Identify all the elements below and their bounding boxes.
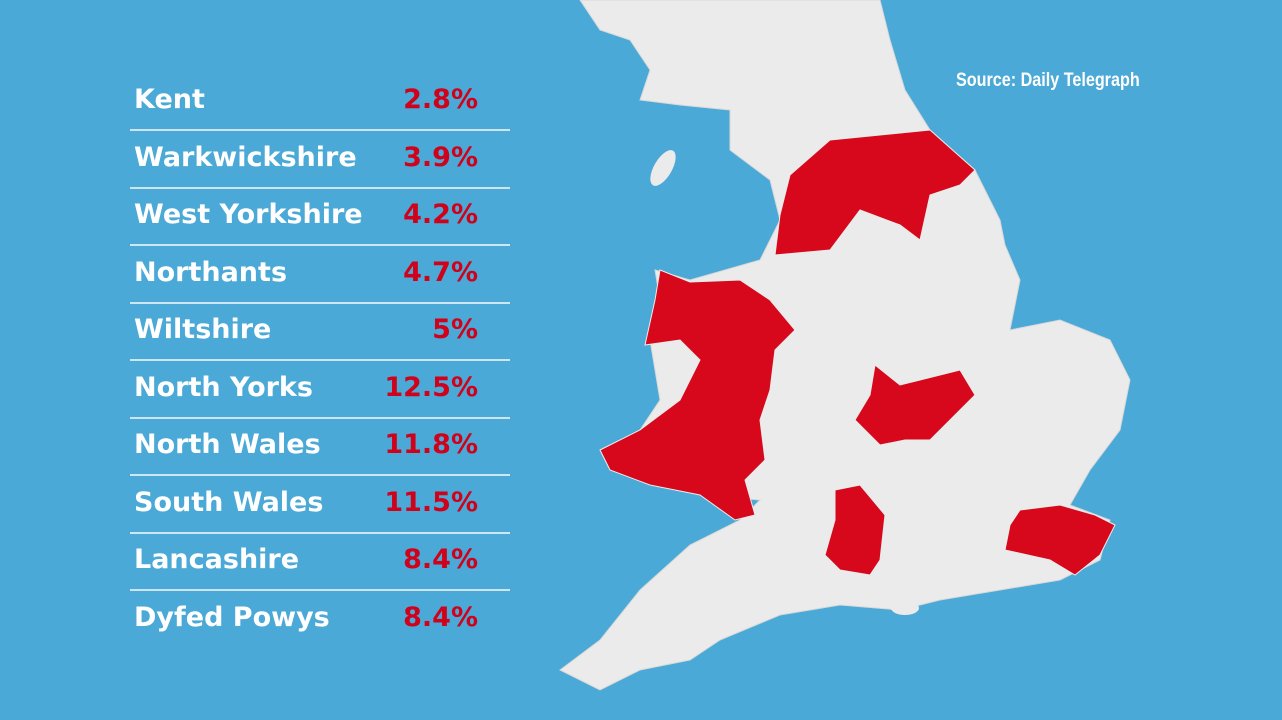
- region-value: 11.5%: [384, 486, 478, 518]
- table-row: Lancashire 8.4%: [130, 532, 510, 591]
- isle-of-wight: [891, 601, 919, 615]
- region-name: Lancashire: [134, 544, 300, 575]
- region-name: Northants: [134, 256, 288, 288]
- source-label: Source: Daily Telegraph: [956, 70, 1140, 91]
- region-name: North Yorks: [134, 371, 313, 403]
- region-name: South Wales: [134, 486, 324, 518]
- table-row: North Yorks 12.5%: [130, 360, 510, 419]
- northants-region: [854, 364, 976, 446]
- region-name: Warkwickshire: [134, 141, 357, 173]
- region-value: 8.4%: [403, 601, 478, 633]
- table-row: Kent 2.8%: [130, 72, 510, 131]
- region-value: 4.2%: [403, 199, 478, 230]
- wiltshire-region: [824, 484, 886, 576]
- table-row: Dyfed Powys 8.4%: [130, 590, 510, 647]
- table-row: West Yorkshire 4.2%: [130, 187, 510, 246]
- region-value: 8.4%: [403, 544, 478, 575]
- region-name: Dyfed Powys: [134, 601, 330, 633]
- table-row: Wiltshire 5%: [130, 302, 510, 361]
- region-value: 2.8%: [403, 84, 478, 115]
- table-row: Northants 4.7%: [130, 245, 510, 304]
- isle-of-man: [650, 150, 676, 186]
- region-value: 4.7%: [403, 256, 478, 288]
- region-value: 5%: [432, 314, 478, 345]
- wales-region: [599, 269, 796, 521]
- kent-region: [1004, 504, 1116, 576]
- region-value: 3.9%: [403, 141, 478, 173]
- region-name: Wiltshire: [134, 314, 272, 345]
- north-yorks-region: [774, 129, 976, 256]
- table-row: South Wales 11.5%: [130, 475, 510, 534]
- region-value: 12.5%: [384, 371, 478, 403]
- region-name: North Wales: [134, 429, 321, 460]
- region-value: 11.8%: [384, 429, 478, 460]
- table-row: Warkwickshire 3.9%: [130, 130, 510, 189]
- region-name: West Yorkshire: [134, 199, 363, 230]
- table-row: North Wales 11.8%: [130, 417, 510, 476]
- region-name: Kent: [134, 84, 205, 115]
